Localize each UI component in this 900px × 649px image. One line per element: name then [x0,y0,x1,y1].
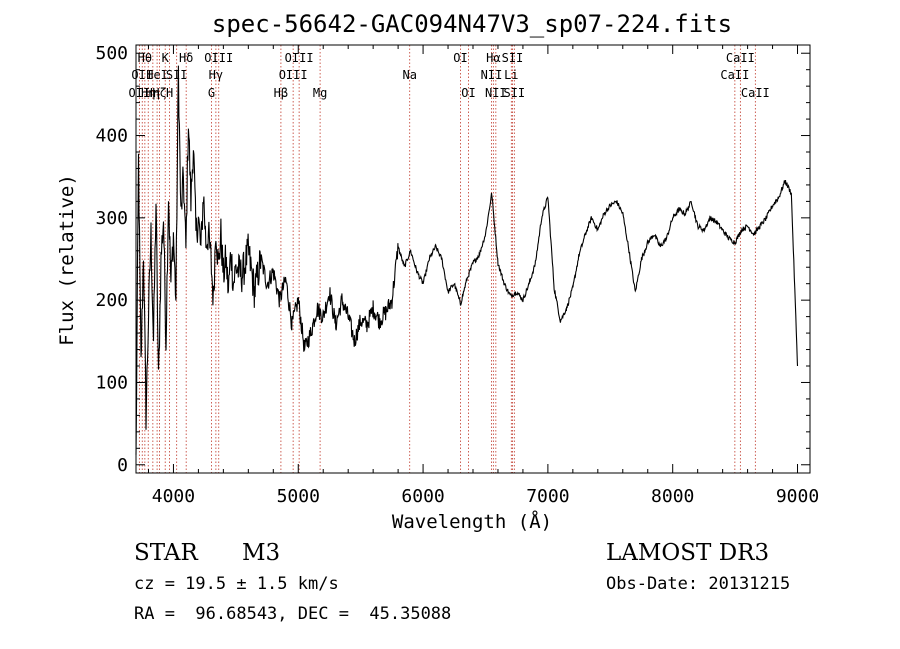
marker-label: Hβ [274,86,288,100]
class-label: STAR [134,540,198,566]
marker-label: NII [481,68,503,82]
marker-label: K [162,51,170,65]
marker-label: OIII [285,51,314,65]
marker-label: OII [129,86,151,100]
marker-label: SII [502,51,524,65]
x-tick-label: 4000 [152,486,195,507]
x-tick-label: 5000 [277,486,320,507]
marker-label: Hθ [138,51,152,65]
redshift-readout: cz = 19.5 ± 1.5 km/s [134,574,339,594]
marker-label: SII [166,68,188,82]
y-tick-label: 200 [95,290,128,311]
marker-label: CaII [726,51,755,65]
marker-label: Hγ [209,68,223,82]
flux-series-line [135,65,799,455]
marker-label: Li [504,68,518,82]
radec-readout: RA = 96.68543, DEC = 45.35088 [134,604,452,624]
marker-label: Mg [313,86,327,100]
survey-label: LAMOST DR3 [606,540,770,566]
marker-label: Hη [141,86,155,100]
y-tick-label: 100 [95,372,128,393]
marker-label: Hη [146,86,160,100]
marker-label: H [166,86,173,100]
marker-label: OII [131,68,153,82]
marker-label: Hδ [179,51,193,65]
y-tick-label: 0 [117,455,128,476]
marker-label: Na [402,68,416,82]
obs-date-readout: Obs-Date: 20131215 [606,574,791,594]
y-tick-label: 500 [95,43,128,64]
marker-label: OIII [279,68,308,82]
x-axis-label: Wavelength (Å) [392,510,552,533]
x-tick-label: 9000 [776,486,819,507]
y-tick-label: 300 [95,208,128,229]
marker-label: G [208,86,215,100]
x-tick-label: 8000 [651,486,694,507]
marker-label: SII [503,86,525,100]
marker-label: NII [485,86,507,100]
x-tick-label: 6000 [401,486,444,507]
marker-label: CaII [741,86,770,100]
marker-label: OI [461,86,475,100]
marker-label: HeI [146,68,168,82]
marker-label: Hα [486,51,500,65]
marker-label: Hζ [152,86,166,100]
y-axis-label: Flux (relative) [56,174,78,346]
subclass-label: M3 [242,540,281,566]
marker-label: CaII [720,68,749,82]
axis-ticks: 4000 5000 6000 7000 8000 9000 0 100 200 300 400 500 [95,43,819,507]
marker-label: OIII [204,51,233,65]
marker-label: OI [453,51,467,65]
chart-title: spec-56642-GAC094N47V3_sp07-224.fits [212,10,732,38]
x-tick-label: 7000 [526,486,569,507]
plot-frame [135,44,811,474]
y-tick-label: 400 [95,126,128,147]
